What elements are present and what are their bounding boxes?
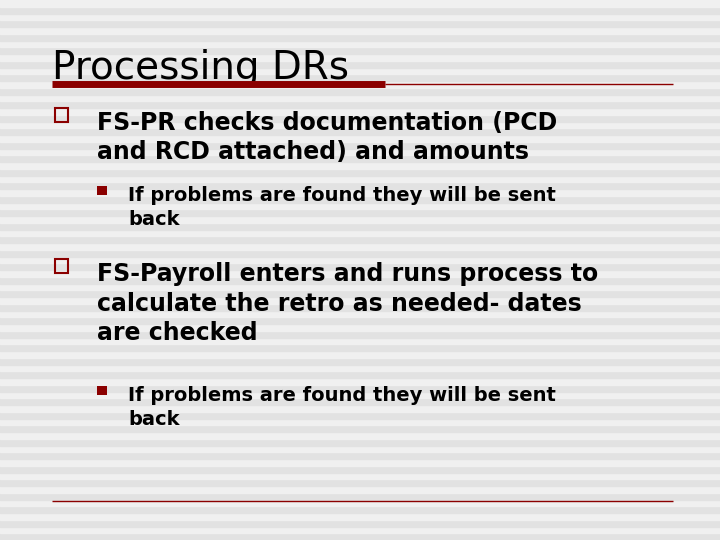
Bar (0, 74, 720, 81)
Bar (0, 263, 720, 270)
Bar (0, 249, 720, 256)
Bar (0, 310, 720, 317)
Bar (0, 183, 720, 189)
Bar (0, 526, 720, 534)
Bar (0, 411, 720, 418)
Bar (0, 81, 720, 87)
Bar (0, 68, 720, 74)
Bar (0, 122, 720, 128)
Bar (0, 384, 720, 391)
Bar (0, 54, 720, 60)
Bar (0, 480, 720, 486)
Bar (0, 176, 720, 183)
Bar (0, 303, 720, 310)
Bar (0, 162, 720, 168)
Bar (0, 492, 720, 500)
Bar (0, 6, 720, 14)
Bar (0, 168, 720, 176)
Bar (0, 399, 720, 405)
Text: FS-PR checks documentation (PCD
and RCD attached) and amounts: FS-PR checks documentation (PCD and RCD … (97, 111, 557, 164)
Polygon shape (97, 186, 107, 195)
Bar (0, 222, 720, 230)
Bar (0, 195, 720, 202)
Text: If problems are found they will be sent
back: If problems are found they will be sent … (128, 386, 556, 429)
Bar (0, 486, 720, 492)
Bar (0, 345, 720, 351)
Bar (0, 216, 720, 222)
Bar (0, 14, 720, 20)
Bar (0, 291, 720, 297)
Bar (0, 351, 720, 357)
Bar (0, 357, 720, 364)
Bar (0, 47, 720, 54)
Bar (0, 372, 720, 378)
Bar (0, 115, 720, 122)
Bar (0, 102, 720, 108)
Bar (0, 438, 720, 445)
Bar (0, 148, 720, 156)
Bar (0, 324, 720, 330)
Bar (0, 87, 720, 94)
Bar (0, 0, 720, 6)
Bar (0, 20, 720, 27)
Bar (0, 237, 720, 243)
Bar (0, 405, 720, 411)
Bar (0, 338, 720, 345)
Text: If problems are found they will be sent
back: If problems are found they will be sent … (128, 186, 556, 229)
Bar (0, 426, 720, 432)
Bar (0, 507, 720, 513)
Bar (0, 453, 720, 459)
Bar (0, 392, 720, 399)
Bar (0, 318, 720, 324)
Bar (0, 256, 720, 263)
Polygon shape (97, 386, 107, 395)
Bar (0, 276, 720, 284)
Bar (0, 446, 720, 453)
Bar (0, 418, 720, 426)
Bar (0, 135, 720, 141)
Text: FS-Payroll enters and runs process to
calculate the retro as needed- dates
are c: FS-Payroll enters and runs process to ca… (97, 262, 598, 345)
Bar (0, 27, 720, 33)
Bar (0, 297, 720, 303)
Bar (0, 189, 720, 195)
Bar (0, 513, 720, 519)
Bar (0, 243, 720, 249)
Bar (0, 330, 720, 338)
Bar (0, 202, 720, 209)
Bar (0, 459, 720, 465)
Bar (0, 378, 720, 384)
Bar (0, 128, 720, 135)
Bar (0, 155, 720, 162)
Bar (0, 141, 720, 149)
Bar (0, 284, 720, 291)
Bar (0, 519, 720, 526)
Text: Processing DRs: Processing DRs (52, 49, 348, 86)
Bar (0, 230, 720, 237)
Bar (0, 465, 720, 472)
Bar (0, 500, 720, 507)
Bar (0, 108, 720, 115)
Bar (0, 534, 720, 540)
Bar (0, 432, 720, 438)
Bar (0, 364, 720, 372)
Bar (0, 270, 720, 276)
Bar (0, 472, 720, 480)
Bar (0, 94, 720, 102)
Bar (0, 33, 720, 40)
Bar (0, 60, 720, 68)
Bar (0, 40, 720, 47)
Bar (0, 209, 720, 216)
